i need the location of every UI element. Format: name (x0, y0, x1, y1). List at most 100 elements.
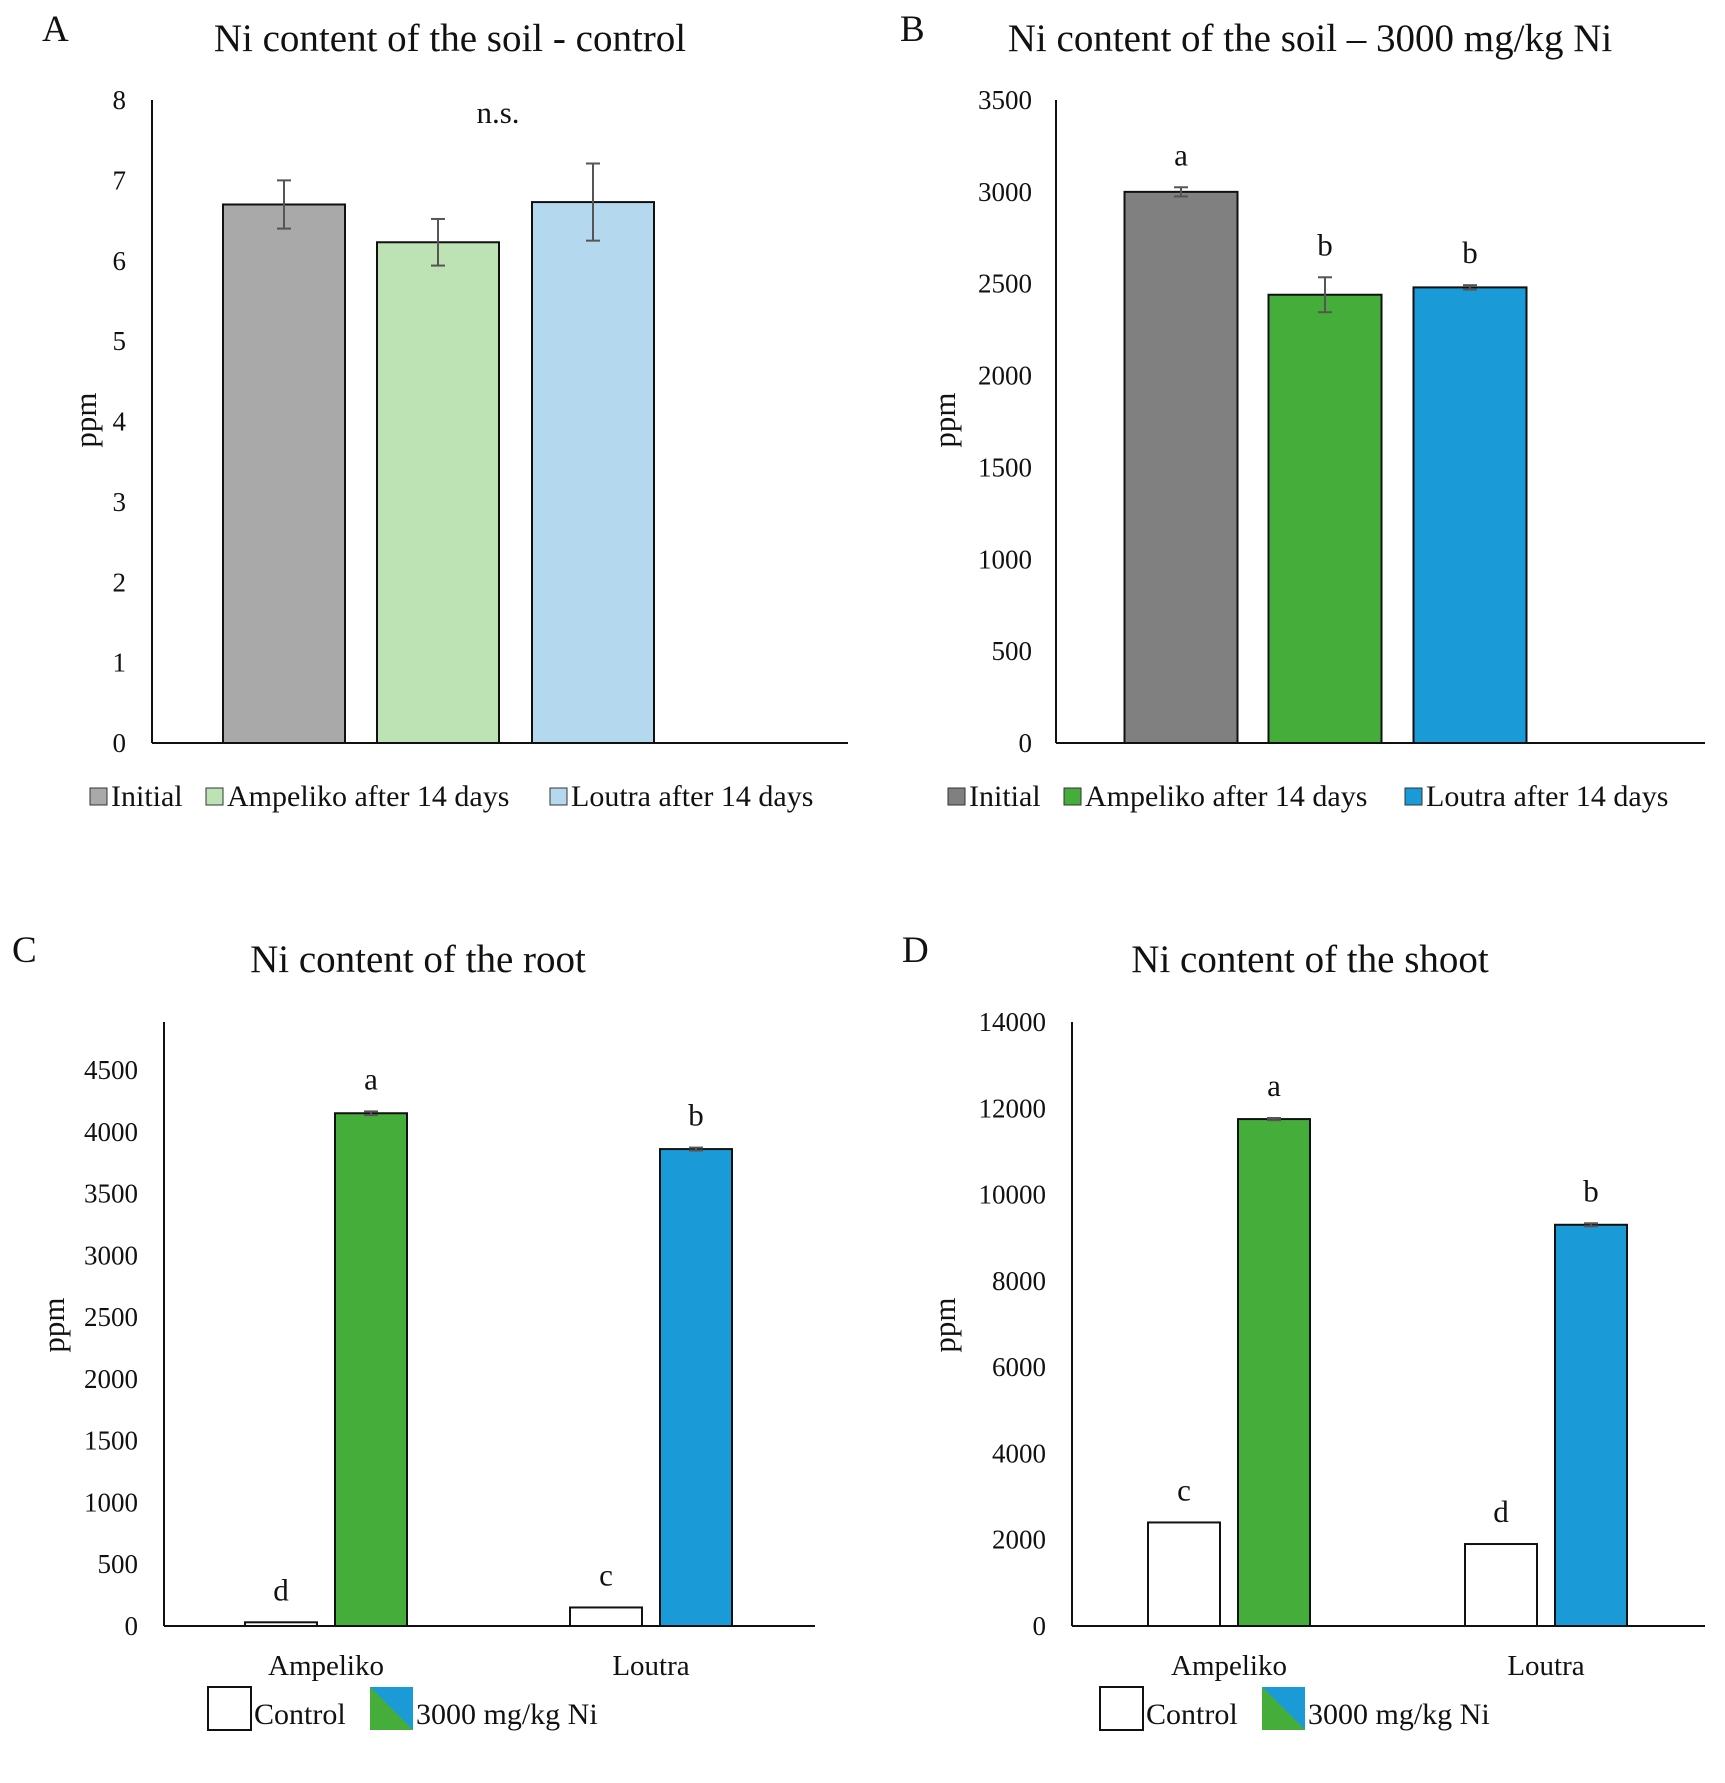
significance-annotation: n.s. (476, 95, 519, 130)
y-tick-label: 3000 (84, 1240, 138, 1270)
y-tick-label: 3500 (84, 1179, 138, 1209)
y-tick-label: 1500 (84, 1426, 138, 1456)
panel-letter-d: D (902, 930, 929, 971)
bar-0-bar (1123, 190, 1239, 745)
legend-swatch-control (1099, 1686, 1144, 1731)
bar-2-bar (531, 201, 655, 745)
x-category-label: Ampeliko (1171, 1650, 1287, 1682)
panel-letter-c: C (12, 930, 37, 971)
series-1-bar (334, 1112, 408, 1627)
y-axis-ticks: 0 500 1000 1500 2000 2500 3000 3500 (978, 85, 1032, 758)
legend-label: Loutra after 14 days (571, 780, 813, 813)
bar-0-bar (222, 203, 346, 745)
legend-label: Initial (969, 780, 1041, 813)
y-tick-label: 500 (98, 1549, 139, 1579)
y-tick-label: 3 (113, 487, 127, 517)
y-axis-label: ppm (927, 1297, 962, 1352)
significance-letter: c (599, 1557, 613, 1592)
y-axis-label: ppm (927, 392, 962, 447)
y-tick-label: 1000 (84, 1487, 138, 1517)
significance-letter: b (1462, 235, 1478, 270)
significance-letter: b (688, 1098, 704, 1133)
significance-letter: b (1583, 1173, 1599, 1208)
bar-1-bar (376, 241, 500, 744)
y-tick-label: 3500 (978, 85, 1032, 115)
legend-swatch (549, 787, 568, 806)
significance-letter: d (1493, 1494, 1509, 1529)
legend-swatch-treatment (370, 1687, 413, 1730)
y-tick-label: 2000 (84, 1364, 138, 1394)
legend-swatch (1063, 787, 1082, 806)
y-tick-label: 4000 (992, 1438, 1046, 1468)
significance-letter: a (364, 1061, 378, 1096)
x-category-label: Loutra (1507, 1650, 1584, 1682)
chart-title: Ni content of the soil - control (214, 17, 686, 60)
y-tick-label: 0 (113, 728, 127, 758)
bars (1123, 186, 1528, 745)
legend-label: 3000 mg/kg Ni (1308, 1698, 1490, 1731)
series-1-bar (659, 1148, 733, 1627)
legend-label: Loutra after 14 days (1426, 780, 1668, 813)
legend: Control 3000 mg/kg Ni (1099, 1686, 1490, 1731)
panel-c: C Ni content of the root ppm 0 500 1000 150… (12, 930, 815, 1731)
y-tick-label: 6000 (992, 1352, 1046, 1382)
x-axis-categories: Ampeliko Loutra (1171, 1650, 1585, 1682)
significance-letter: b (1317, 227, 1333, 262)
y-tick-label: 8 (113, 85, 127, 115)
legend-swatch-treatment (1262, 1687, 1305, 1730)
y-tick-label: 1500 (978, 452, 1032, 482)
y-axis-ticks: 0 2000 4000 6000 8000 10000 12000 14000 (979, 1007, 1047, 1641)
panel-letter-b: B (900, 9, 925, 50)
legend-swatch (1404, 787, 1423, 806)
legend-swatch (89, 787, 108, 806)
panel-a: A Ni content of the soil - control ppm n… (42, 9, 848, 813)
legend-label: 3000 mg/kg Ni (416, 1698, 598, 1731)
legend: Initial Ampeliko after 14 days Loutra afte… (947, 780, 1668, 813)
legend-swatch (205, 787, 224, 806)
y-tick-label: 2 (113, 567, 127, 597)
y-tick-label: 0 (1019, 728, 1033, 758)
y-tick-label: 2500 (978, 269, 1032, 299)
significance-letter: a (1267, 1068, 1281, 1103)
y-tick-label: 1000 (978, 544, 1032, 574)
significance-letters: c a d b (1177, 1068, 1599, 1529)
y-tick-label: 12000 (979, 1093, 1047, 1123)
y-tick-label: 7 (113, 165, 127, 195)
y-tick-label: 1 (113, 648, 127, 678)
series-1-bar (1237, 1118, 1311, 1627)
x-axis-categories: Ampeliko Loutra (268, 1650, 690, 1682)
panel-letter-a: A (42, 9, 69, 50)
y-tick-label: 3000 (978, 177, 1032, 207)
y-axis-label: ppm (68, 392, 103, 447)
legend: Initial Ampeliko after 14 days Loutra afte… (89, 780, 813, 813)
significance-letters: a b b (1174, 137, 1478, 270)
x-category-label: Loutra (612, 1650, 689, 1682)
bars (244, 1110, 733, 1628)
series-0-bar (1147, 1521, 1221, 1628)
y-axis-ticks: 0 1 2 3 4 5 6 7 8 (113, 85, 127, 758)
y-tick-label: 6 (113, 246, 127, 276)
bar-1-bar (1267, 293, 1383, 744)
y-axis-ticks: 0 500 1000 1500 2000 2500 3000 3500 4000 4500 (84, 1055, 138, 1641)
y-axis-label: ppm (36, 1297, 71, 1352)
legend: Control 3000 mg/kg Ni (207, 1686, 598, 1731)
significance-letter: d (273, 1572, 289, 1607)
legend-label: Initial (111, 780, 183, 813)
legend-label: Ampeliko after 14 days (1085, 780, 1367, 813)
y-tick-label: 2500 (84, 1302, 138, 1332)
y-tick-label: 5 (113, 326, 127, 356)
chart-title: Ni content of the shoot (1131, 938, 1489, 981)
panel-d: D Ni content of the shoot ppm 0 2000 4000 6… (902, 930, 1705, 1731)
legend-label: Ampeliko after 14 days (227, 780, 509, 813)
y-tick-label: 2000 (978, 361, 1032, 391)
panel-b: B Ni content of the soil – 3000 mg/kg Ni… (900, 9, 1705, 813)
legend-swatch-control (207, 1686, 252, 1731)
bar-2-bar (1412, 286, 1528, 744)
bars (222, 162, 655, 745)
y-tick-label: 4 (113, 407, 127, 437)
chart-title: Ni content of the soil – 3000 mg/kg Ni (1008, 17, 1613, 60)
significance-letter: a (1174, 137, 1188, 172)
legend-label: Control (1146, 1698, 1238, 1731)
y-tick-label: 4000 (84, 1117, 138, 1147)
